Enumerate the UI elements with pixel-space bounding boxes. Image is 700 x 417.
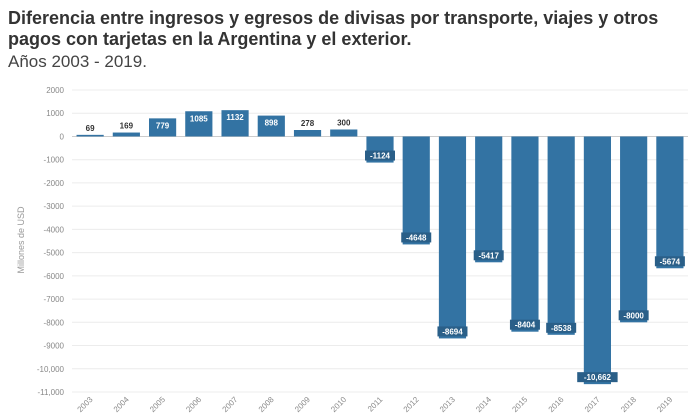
bar-2014[interactable] (475, 136, 503, 263)
data-label-bg (437, 326, 468, 337)
data-label-2010: 300 (337, 118, 351, 127)
bar-2018[interactable] (620, 136, 648, 323)
data-label-2014: -5417 (478, 251, 499, 260)
y-tick-label: -2000 (44, 179, 65, 188)
data-label-2013: -8694 (442, 327, 463, 336)
x-tick-label: 2017 (583, 395, 602, 414)
data-label-2012: -4648 (406, 233, 427, 242)
data-label-2007: 1132 (226, 113, 244, 122)
y-tick-label: -6000 (44, 272, 65, 281)
y-tick-label: -5000 (44, 249, 65, 258)
y-tick-label: -9000 (44, 342, 65, 351)
y-tick-label: 1000 (46, 109, 64, 118)
y-axis-label: Millones de USD (16, 206, 26, 274)
y-axis-ticks: 2000 1000 0 -1000 -2000 -3000 -4000 -5000 -6000 -… (37, 86, 65, 397)
data-label-2003: 69 (86, 124, 95, 133)
y-tick-label: -1000 (44, 156, 65, 165)
data-label-bg (365, 150, 395, 161)
data-label-2019: -5674 (660, 257, 681, 266)
data-label-bg (654, 256, 685, 267)
x-tick-label: 2006 (184, 395, 203, 414)
y-tick-label: 0 (60, 132, 65, 141)
data-label-2016: -8538 (551, 324, 572, 333)
chart-title: Diferencia entre ingresos y egresos de d… (8, 8, 659, 49)
chart-subtitle: Años 2003 - 2019. (8, 52, 147, 71)
x-tick-label: 2015 (510, 395, 529, 414)
bar-2015[interactable] (511, 136, 539, 332)
data-label-bg (509, 319, 540, 330)
bar-2006[interactable] (185, 111, 213, 137)
data-label-bg (618, 310, 649, 321)
data-label-bg (546, 322, 577, 333)
bar-2004[interactable] (112, 132, 140, 137)
data-label-2004: 169 (120, 122, 134, 131)
x-tick-label: 2012 (402, 395, 421, 414)
x-tick-label: 2014 (474, 395, 493, 414)
data-label-2006: 1085 (190, 114, 208, 123)
bar-2009[interactable] (293, 130, 322, 137)
bars: 69 169 779 1085 1132 898 278 300 -1124 -4648 -8694… (76, 110, 685, 385)
x-tick-label: 2010 (329, 395, 348, 414)
bar-2005[interactable] (149, 118, 177, 137)
y-tick-label: -10,000 (37, 365, 65, 374)
x-tick-label: 2005 (148, 395, 167, 414)
bar-2013[interactable] (438, 136, 467, 339)
bar-2008[interactable] (257, 115, 285, 137)
data-label-2011: -1124 (370, 152, 391, 161)
x-tick-label: 2007 (221, 395, 240, 414)
bar-2003[interactable] (76, 134, 104, 137)
y-tick-label: -7000 (44, 295, 65, 304)
x-tick-label: 2013 (438, 395, 457, 414)
data-label-bg (401, 232, 432, 243)
data-label-2015: -8404 (515, 321, 536, 330)
x-tick-label: 2003 (76, 395, 95, 414)
data-label-bg (577, 372, 618, 383)
x-tick-label: 2004 (112, 395, 131, 414)
data-label-2008: 898 (265, 119, 279, 128)
data-label-bg (473, 250, 504, 261)
bar-2019[interactable] (656, 136, 684, 269)
x-tick-label: 2009 (293, 395, 312, 414)
y-tick-label: 2000 (46, 86, 64, 95)
data-label-2009: 278 (301, 119, 315, 128)
data-label-2018: -8000 (623, 311, 644, 320)
x-tick-label: 2011 (366, 395, 385, 414)
x-tick-label: 2018 (619, 395, 638, 414)
x-axis-ticks: 2003 2004 2005 2006 2007 2008 2009 2010 2011 2012… (76, 395, 675, 414)
x-tick-label: 2008 (257, 395, 276, 414)
bar-2012[interactable] (402, 136, 430, 245)
y-tick-label: -11,000 (37, 388, 64, 397)
bar-2016[interactable] (547, 136, 575, 335)
bar-2007[interactable] (221, 110, 249, 137)
y-tick-label: -4000 (44, 225, 65, 234)
y-tick-label: -8000 (44, 318, 65, 327)
bar-2017[interactable] (583, 136, 611, 385)
x-tick-label: 2019 (655, 395, 674, 414)
bar-2010[interactable] (330, 129, 358, 137)
x-tick-label: 2016 (547, 395, 566, 414)
y-tick-label: -3000 (44, 202, 65, 211)
data-label-2017: -10,662 (584, 373, 612, 382)
data-label-2005: 779 (156, 121, 170, 130)
